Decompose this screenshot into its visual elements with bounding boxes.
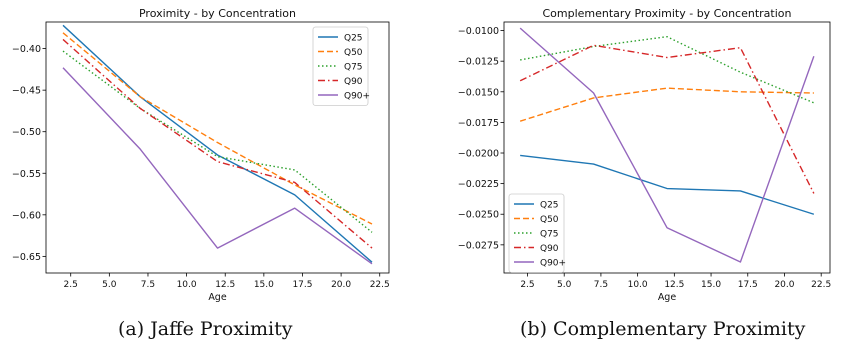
x-axis-label: Age bbox=[658, 292, 677, 303]
series-line-q50 bbox=[62, 32, 373, 225]
y-tick-label: −0.0275 bbox=[458, 240, 499, 251]
caption-jaffe-proximity: (a) Jaffe Proximity bbox=[118, 318, 293, 340]
legend-label: Q75 bbox=[540, 229, 559, 239]
x-tick-label: 20.0 bbox=[774, 280, 794, 290]
x-tick-label: 12.5 bbox=[664, 280, 684, 290]
y-tick-label: −0.0100 bbox=[458, 26, 499, 37]
y-tick-label: −0.0125 bbox=[458, 57, 499, 68]
x-tick-label: 2.5 bbox=[520, 280, 534, 290]
y-tick-label: −0.0150 bbox=[458, 87, 499, 98]
legend-frame bbox=[312, 26, 369, 106]
x-tick-label: 5.0 bbox=[102, 280, 117, 290]
series-line-q75 bbox=[520, 35, 815, 104]
y-tick-label: −0.50 bbox=[12, 127, 41, 138]
series-line-q90 bbox=[519, 44, 815, 194]
plot-area-frame bbox=[45, 21, 390, 274]
y-tick-label: −0.65 bbox=[12, 252, 41, 263]
y-tick-label: −0.55 bbox=[12, 169, 41, 180]
y-tick-label: −0.40 bbox=[12, 44, 41, 55]
x-tick-label: 20.0 bbox=[331, 280, 351, 290]
y-tick-label: −0.0250 bbox=[458, 210, 499, 221]
legend-label: Q75 bbox=[344, 62, 363, 72]
series-line-q25 bbox=[62, 24, 373, 263]
x-tick-label: 7.5 bbox=[594, 280, 608, 290]
x-tick-label: 15.0 bbox=[701, 280, 721, 290]
series-line-q90-plus bbox=[519, 27, 815, 263]
x-tick-label: 10.0 bbox=[177, 280, 197, 290]
caption-complementary-proximity: (b) Complementary Proximity bbox=[520, 318, 806, 340]
series-line-q75 bbox=[62, 50, 373, 233]
x-tick-label: 10.0 bbox=[628, 280, 648, 290]
y-tick-label: −0.60 bbox=[12, 210, 41, 221]
legend-label: Q50 bbox=[540, 215, 559, 225]
legend-label: Q25 bbox=[540, 200, 559, 210]
y-tick-label: −0.45 bbox=[12, 86, 41, 97]
legend: Q25 Q50 Q75 Q90 Q90+ bbox=[508, 193, 566, 273]
chart-title: Complementary Proximity - by Concentrati… bbox=[542, 7, 791, 20]
x-tick-label: 22.5 bbox=[370, 280, 390, 290]
x-tick-label: 5.0 bbox=[557, 280, 572, 290]
x-tick-label: 7.5 bbox=[141, 280, 155, 290]
x-tick-label: 12.5 bbox=[215, 280, 235, 290]
x-axis-label: Age bbox=[208, 292, 227, 303]
legend-frame bbox=[508, 193, 565, 273]
x-tick-label: 2.5 bbox=[64, 280, 78, 290]
legend-label: Q90+ bbox=[344, 91, 370, 101]
series-line-q90-plus bbox=[62, 67, 373, 265]
chart-panel-1: Proximity - by Concentration 2.5 5.0 7.5 10.… bbox=[12, 7, 390, 303]
legend-label: Q90 bbox=[540, 244, 559, 254]
legend: Q25 Q50 Q75 Q90 Q90+ bbox=[312, 26, 370, 106]
chart-panel-2: Complementary Proximity - by Concentrati… bbox=[458, 7, 831, 303]
chart-title: Proximity - by Concentration bbox=[139, 7, 296, 20]
x-tick-label: 17.5 bbox=[738, 280, 758, 290]
x-tick-label: 15.0 bbox=[254, 280, 274, 290]
legend-label: Q25 bbox=[344, 33, 363, 43]
y-tick-label: −0.0225 bbox=[458, 179, 499, 190]
x-tick-label: 17.5 bbox=[292, 280, 312, 290]
y-tick-label: −0.0200 bbox=[458, 149, 499, 160]
legend-label: Q90 bbox=[344, 77, 363, 87]
legend-label: Q90+ bbox=[540, 258, 566, 268]
figure: Proximity - by Concentration 2.5 5.0 7.5 10.… bbox=[12, 7, 831, 303]
y-tick-label: −0.0175 bbox=[458, 118, 499, 129]
plot-area-frame bbox=[503, 21, 831, 274]
legend-label: Q50 bbox=[344, 48, 363, 58]
series-line-q90 bbox=[62, 38, 373, 249]
series-line-q25 bbox=[520, 154, 815, 215]
x-tick-label: 22.5 bbox=[811, 280, 831, 290]
